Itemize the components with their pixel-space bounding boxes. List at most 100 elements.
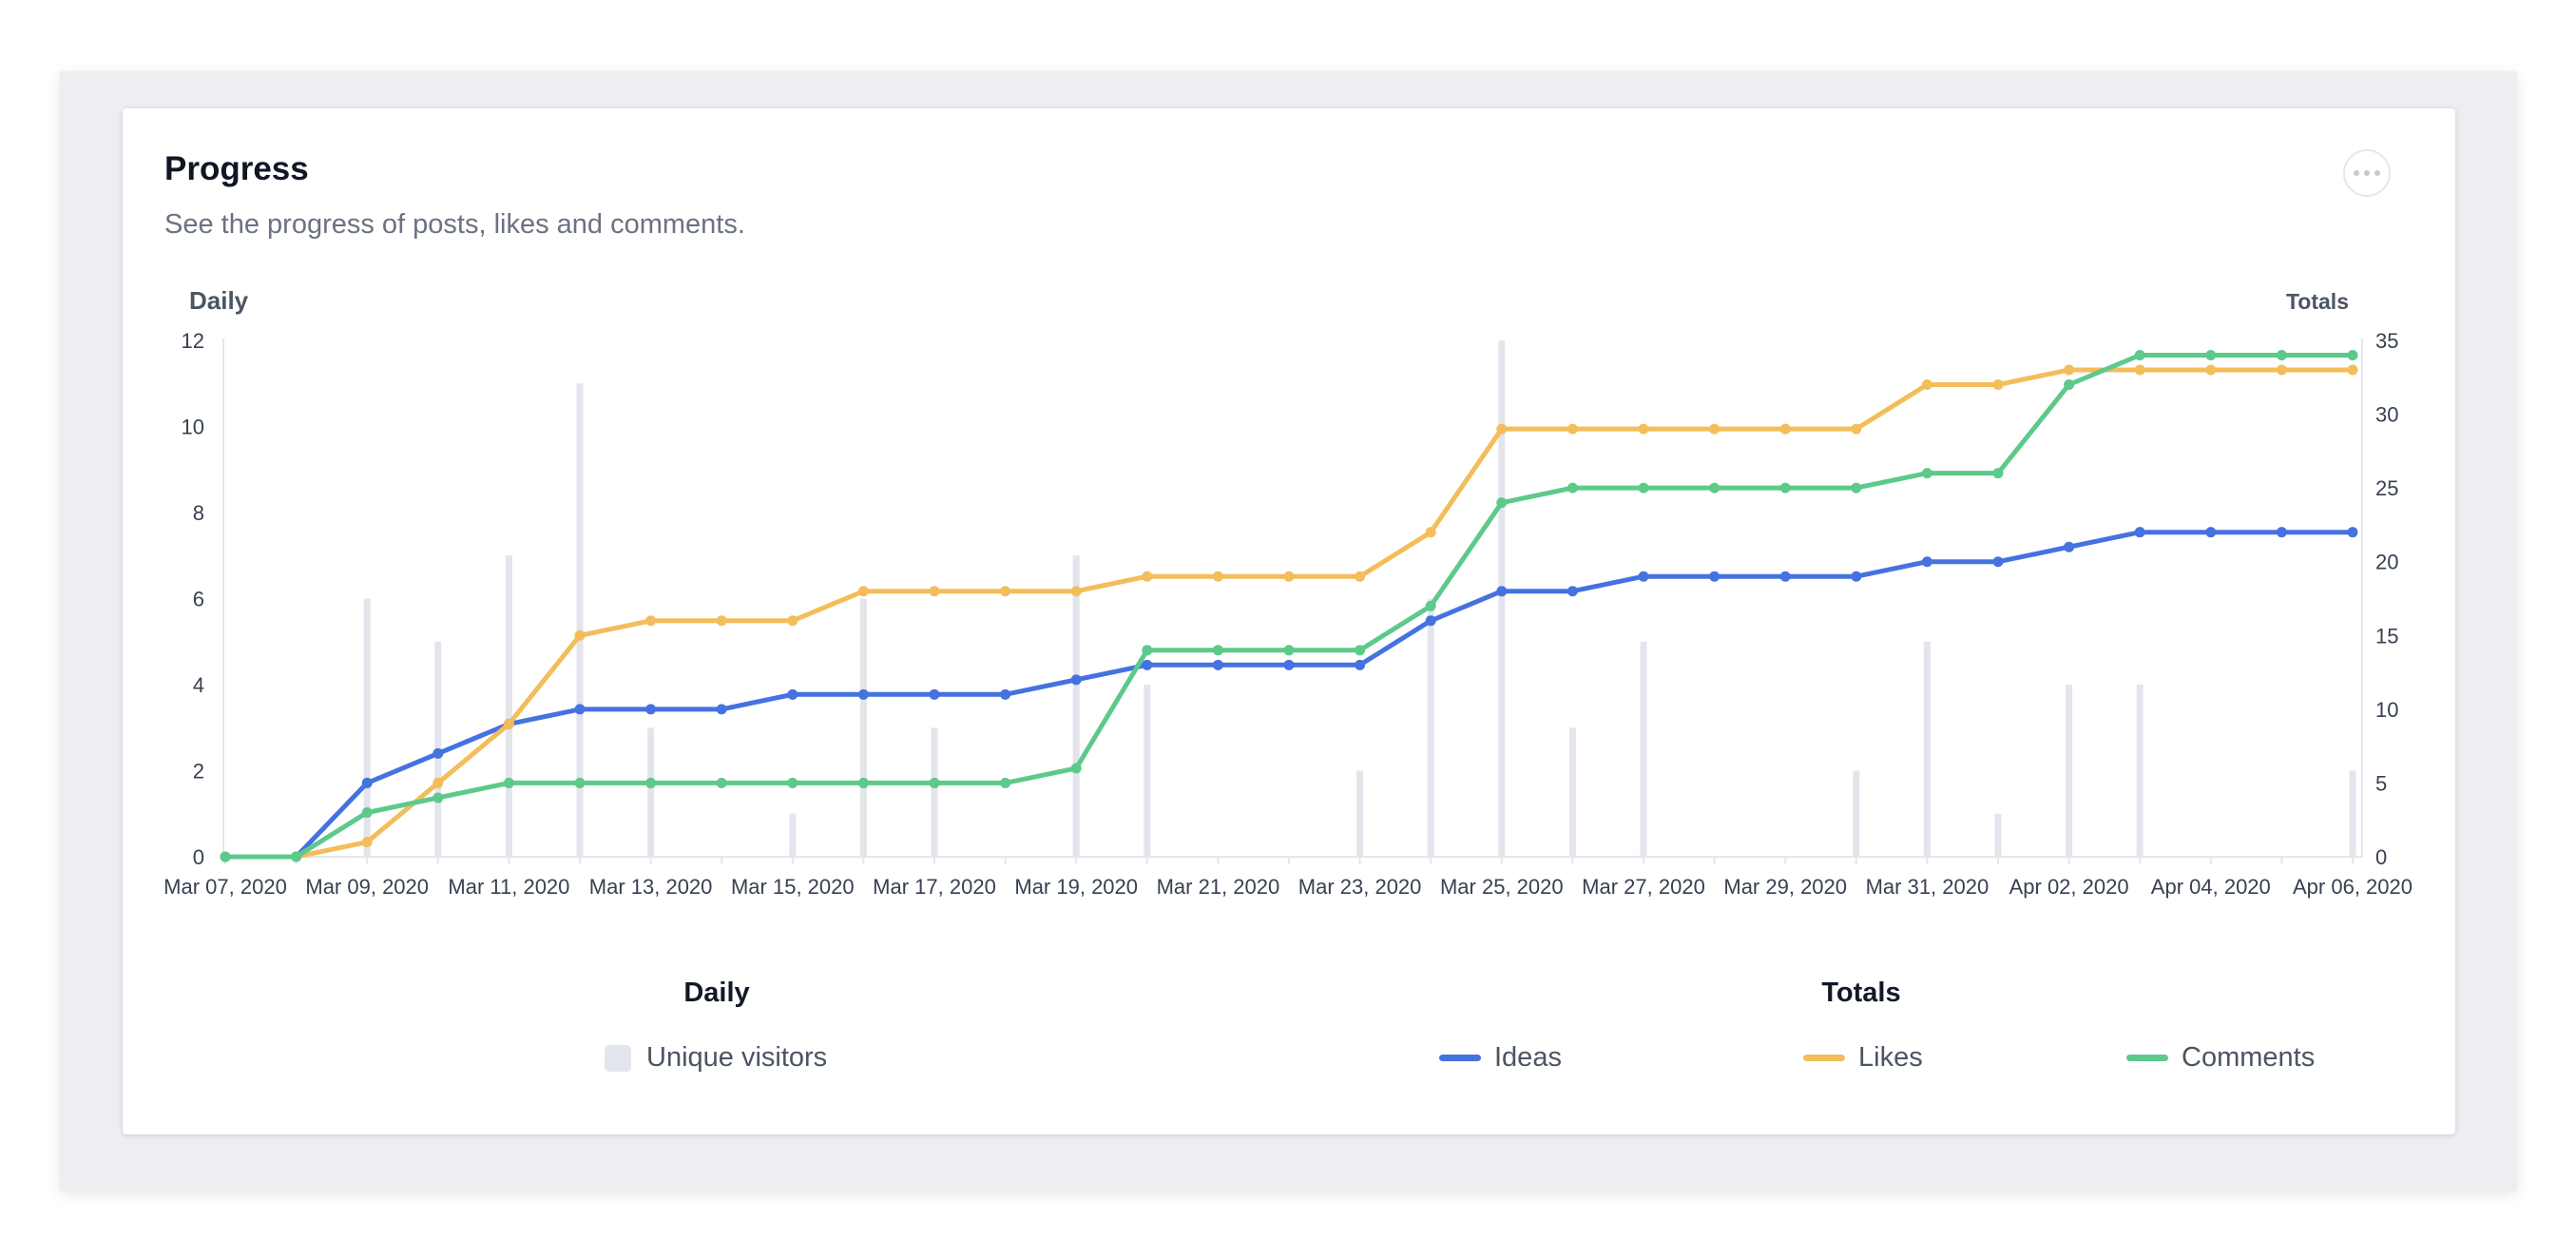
bar-unique-visitors	[1994, 813, 2002, 857]
x-tick-label: Mar 09, 2020	[305, 875, 429, 899]
point-ideas	[433, 747, 444, 759]
x-tick-label: Mar 25, 2020	[1440, 875, 1564, 899]
point-comments	[1425, 600, 1436, 611]
point-comments	[1779, 482, 1791, 494]
point-comments	[787, 777, 798, 788]
left-tick-label: 10	[182, 416, 204, 439]
left-tick-label: 2	[193, 760, 204, 784]
point-comments	[291, 851, 302, 862]
point-ideas	[1567, 586, 1578, 597]
right-tick-label: 0	[2375, 845, 2387, 869]
left-tick-label: 8	[193, 501, 204, 525]
point-ideas	[929, 688, 940, 700]
bar-unique-visitors	[931, 727, 938, 857]
point-comments	[361, 806, 373, 818]
legend-daily-heading: Daily	[683, 978, 750, 1008]
point-comments	[857, 777, 869, 788]
left-tick-label: 4	[193, 673, 204, 697]
legend-item-likes[interactable]: Likes	[1803, 1042, 1923, 1074]
right-tick-label: 20	[2375, 551, 2398, 574]
point-likes	[1779, 423, 1791, 435]
more-dot	[2364, 170, 2370, 176]
point-comments	[574, 777, 586, 788]
point-ideas	[1070, 674, 1082, 686]
point-likes	[2134, 364, 2145, 376]
bar-unique-visitors	[1568, 727, 1576, 857]
right-tick-label: 30	[2375, 403, 2398, 427]
point-comments	[1567, 482, 1578, 494]
point-comments	[1638, 482, 1649, 494]
legend-item-comments[interactable]: Comments	[2126, 1042, 2315, 1074]
card-subtitle: See the progress of posts, likes and com…	[164, 209, 745, 240]
more-options-button[interactable]	[2343, 149, 2391, 197]
left-tick-label: 12	[182, 329, 204, 353]
x-tick-label: Mar 07, 2020	[163, 875, 287, 899]
x-tick-label: Mar 13, 2020	[589, 875, 713, 899]
more-dots-icon	[2354, 170, 2359, 176]
point-likes	[645, 615, 657, 627]
legend-label-ideas: Ideas	[1494, 1042, 1562, 1073]
point-likes	[1000, 586, 1011, 597]
point-ideas	[2276, 527, 2287, 538]
bar-unique-visitors	[1072, 555, 1080, 857]
bar-unique-visitors	[1640, 641, 1647, 857]
point-ideas	[1779, 571, 1791, 582]
bar-unique-visitors	[363, 598, 371, 857]
bar-unique-visitors	[1853, 770, 1860, 857]
point-ideas	[2205, 527, 2217, 538]
point-ideas	[787, 688, 798, 700]
point-ideas	[645, 704, 657, 715]
legend-item-unique-visitors[interactable]: Unique visitors	[605, 1042, 827, 1074]
bar-unique-visitors	[1356, 770, 1364, 857]
bar-unique-visitors	[576, 383, 584, 857]
point-comments	[1992, 468, 2004, 479]
progress-chart: Daily Totals 0 2 4 6 8 10 12 0 5 10 15 20 25 30 35 Mar 07…	[163, 286, 2413, 899]
point-ideas	[2134, 527, 2145, 538]
point-likes	[574, 630, 586, 641]
x-tick-label: Mar 29, 2020	[1723, 875, 1847, 899]
legend-item-ideas[interactable]: Ideas	[1439, 1042, 1562, 1074]
legend-label-comments: Comments	[2182, 1042, 2316, 1073]
legend-label-likes: Likes	[1858, 1042, 1923, 1073]
ideas-swatch	[1439, 1055, 1481, 1061]
point-comments	[716, 777, 727, 788]
point-likes	[1992, 379, 2004, 391]
legend-totals-heading: Totals	[1821, 978, 1901, 1008]
point-comments	[1283, 645, 1295, 656]
point-likes	[1709, 423, 1721, 435]
point-likes	[2205, 364, 2217, 376]
point-ideas	[1496, 586, 1508, 597]
point-likes	[1638, 423, 1649, 435]
bar-unique-visitors	[1144, 685, 1151, 857]
x-tick-label: Apr 02, 2020	[2009, 875, 2129, 899]
right-tick-label: 15	[2375, 624, 2398, 648]
x-tick-label: Mar 27, 2020	[1582, 875, 1705, 899]
bar-unique-visitors	[1498, 340, 1506, 857]
x-tick-label: Mar 23, 2020	[1298, 875, 1422, 899]
bar-unique-visitors	[2136, 685, 2143, 857]
point-likes	[1212, 571, 1223, 582]
left-tick-label: 0	[193, 845, 204, 869]
point-comments	[503, 777, 514, 788]
point-ideas	[716, 704, 727, 715]
point-likes	[1425, 527, 1436, 538]
point-likes	[1567, 423, 1578, 435]
x-tick-label: Mar 15, 2020	[731, 875, 855, 899]
bar-unique-visitors	[647, 727, 655, 857]
point-comments	[2064, 379, 2075, 391]
point-comments	[1142, 645, 1153, 656]
point-ideas	[1992, 556, 2004, 568]
point-comments	[645, 777, 657, 788]
bar-unique-visitors	[859, 598, 867, 857]
point-comments	[1709, 482, 1721, 494]
x-tick-label: Mar 31, 2020	[1866, 875, 1990, 899]
point-ideas	[1212, 659, 1223, 670]
likes-swatch	[1803, 1055, 1845, 1061]
bar-unique-visitors	[789, 813, 797, 857]
point-comments	[1070, 763, 1082, 774]
point-ideas	[1921, 556, 1932, 568]
x-tick-label: Mar 21, 2020	[1157, 875, 1280, 899]
point-likes	[2276, 364, 2287, 376]
point-likes	[2347, 364, 2358, 376]
point-likes	[787, 615, 798, 627]
